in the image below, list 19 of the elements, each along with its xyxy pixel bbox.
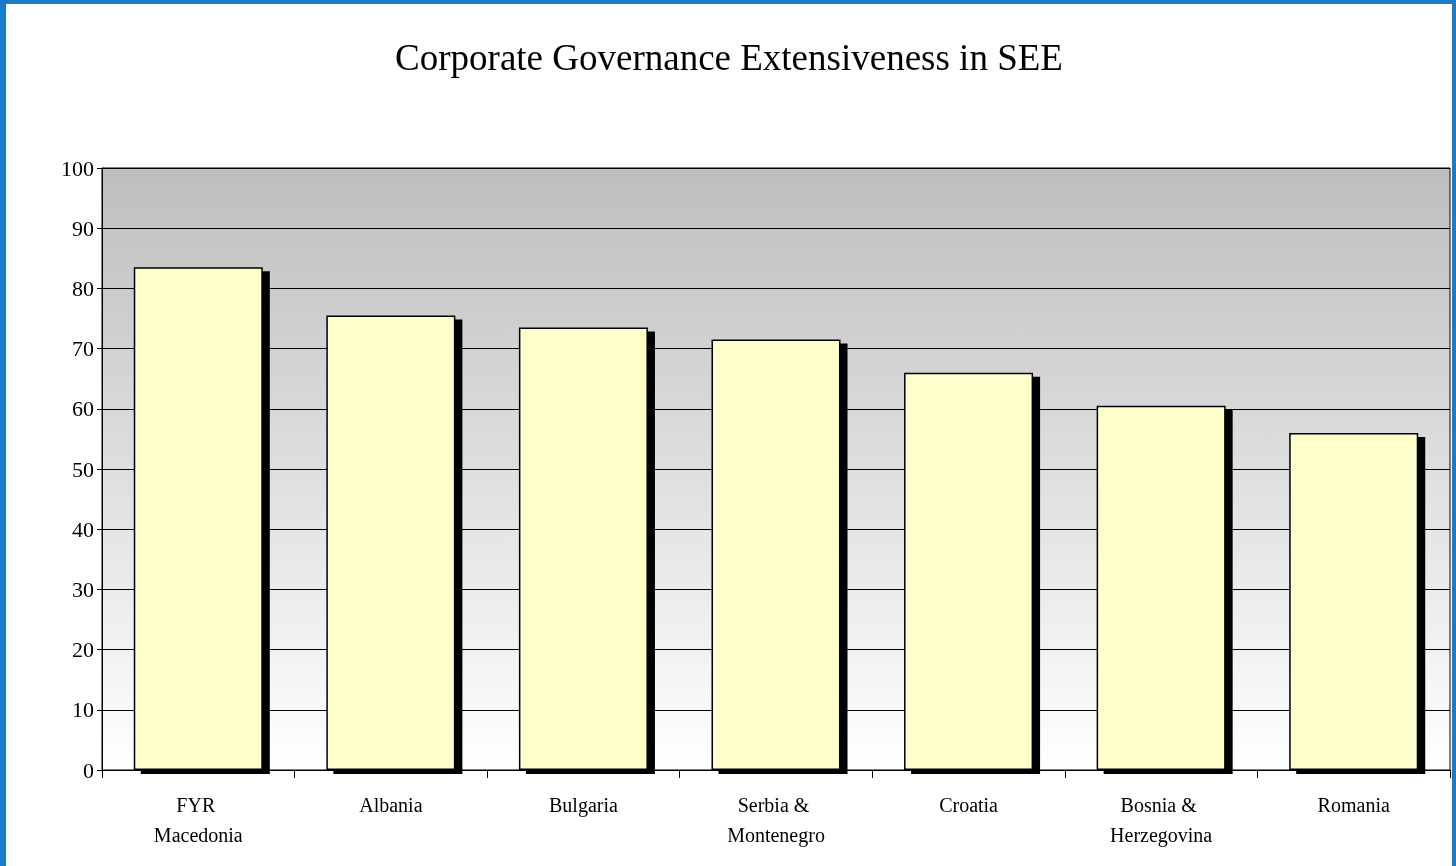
x-tick-label: Albania [359, 794, 423, 816]
x-tick-label: Serbia & Montenegro [727, 794, 825, 847]
y-tick-label: 30 [72, 576, 94, 602]
x-tick-label: Croatia [939, 794, 999, 816]
y-tick-label: 50 [72, 456, 94, 482]
y-tick-label: 70 [72, 336, 94, 362]
y-tick-label: 20 [72, 637, 94, 663]
x-tick-label: Bulgaria [548, 794, 618, 817]
y-tick-label: 100 [61, 155, 94, 181]
y-tick-label: 60 [72, 396, 94, 422]
y-tick-label: 40 [72, 516, 94, 542]
y-tick-label: 10 [72, 697, 94, 723]
x-tick-label: Romania [1317, 794, 1390, 816]
chart-title: Corporate Governance Extensiveness in SEE [395, 37, 1063, 78]
y-tick-label: 0 [83, 757, 94, 783]
y-tick-label: 80 [72, 275, 94, 301]
x-tick-label: FYR Macedonia [153, 794, 243, 846]
x-tick-label: Bosnia & Herzegovina [1110, 794, 1213, 847]
y-tick-label: 90 [72, 215, 94, 241]
